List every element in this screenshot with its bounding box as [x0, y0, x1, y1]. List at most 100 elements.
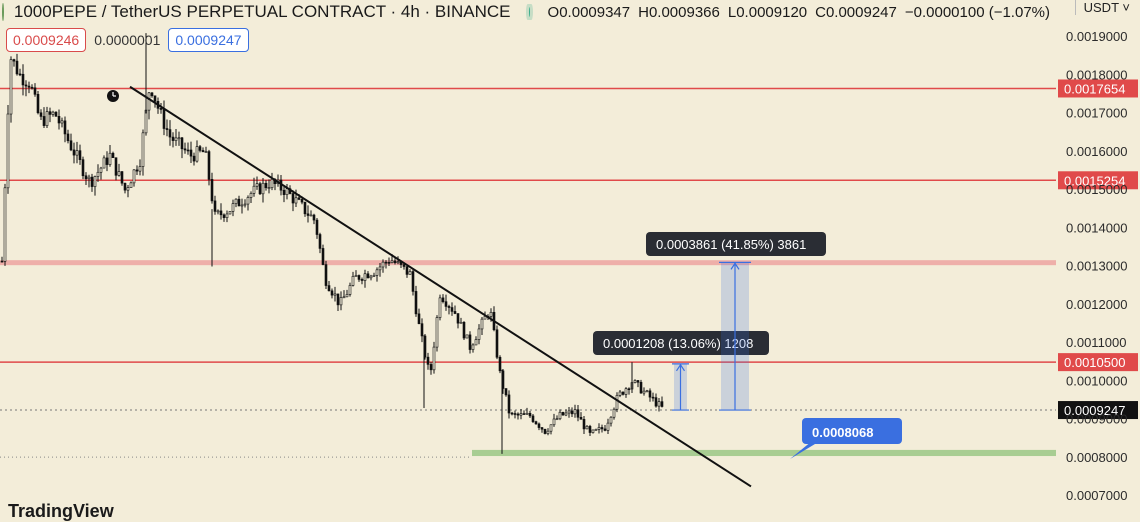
- candle-body: [219, 210, 223, 216]
- candle-body: [660, 401, 664, 407]
- candle-body: [264, 182, 268, 189]
- candle-body: [519, 413, 523, 416]
- candle-body: [420, 323, 424, 337]
- candle-body: [513, 413, 517, 415]
- candle-body: [411, 271, 415, 292]
- measure-tooltip-label: 0.0003861 (41.85%) 3861: [656, 237, 806, 252]
- candle-body: [642, 390, 646, 394]
- candle-body: [141, 132, 145, 167]
- measure-tooltip-label: 0.0001208 (13.06%) 1208: [603, 336, 753, 351]
- candle-body: [609, 416, 613, 424]
- candle-body: [66, 133, 70, 142]
- candle-body: [576, 409, 580, 418]
- candle-body: [282, 189, 286, 195]
- candle-body: [393, 260, 397, 264]
- candle-body: [417, 313, 421, 324]
- candle-body: [87, 176, 91, 180]
- candle-body: [375, 269, 379, 276]
- ohlc-readout: O0.0009347 H0.0009366 L0.0009120 C0.0009…: [548, 4, 1050, 21]
- resistance-lines: 0.0017654 0.0015254 0.0010500 0.0009247: [0, 79, 1138, 458]
- candle-body: [342, 296, 346, 299]
- buy-price-button[interactable]: 0.0009247: [168, 28, 249, 52]
- candle-body: [315, 219, 319, 235]
- candle-body: [657, 401, 661, 407]
- candle-body: [588, 426, 592, 433]
- candle-body: [546, 430, 550, 434]
- candle-body: [258, 183, 262, 195]
- y-tick-label: 0.0007000: [1066, 488, 1127, 503]
- candle-body: [522, 413, 526, 415]
- candle-body: [234, 198, 238, 204]
- candle-body: [582, 419, 586, 430]
- candle-body: [240, 204, 244, 207]
- candle-body: [267, 187, 271, 189]
- candle-body: [18, 73, 22, 76]
- tradingview-logo: TradingView: [8, 501, 114, 522]
- y-tick-label: 0.0015000: [1066, 182, 1127, 197]
- candle-body: [252, 185, 256, 194]
- candle-body: [465, 334, 469, 339]
- candle-body: [624, 388, 628, 395]
- measure-tooltip: [593, 331, 769, 355]
- resistance-price-tag: [1058, 353, 1138, 372]
- candle-body: [231, 203, 235, 212]
- candle-body: [6, 113, 10, 189]
- candle-body: [612, 408, 616, 418]
- candle-body: [261, 182, 265, 195]
- candle-body: [507, 394, 511, 414]
- candle-body: [285, 188, 289, 195]
- candle-body: [255, 183, 259, 187]
- y-tick-label: 0.0008000: [1066, 450, 1127, 465]
- candle-body: [150, 92, 154, 97]
- descending-trendline: [129, 85, 752, 488]
- candle-body: [636, 380, 640, 383]
- symbol-title[interactable]: 1000PEPE / TetherUS PERPETUAL CONTRACT ·…: [13, 2, 511, 21]
- candle-body: [48, 111, 52, 115]
- candle-body: [381, 261, 385, 268]
- support-callout: 0.0008068: [790, 418, 902, 459]
- y-tick-label: 0.0018000: [1066, 67, 1127, 82]
- candle-body: [180, 137, 184, 150]
- candle-body: [102, 157, 106, 169]
- candle-body: [120, 171, 124, 184]
- candle-body: [606, 422, 610, 431]
- callout-label: 0.0008068: [812, 425, 873, 440]
- callout-box: [802, 418, 902, 444]
- candle-body: [603, 428, 607, 431]
- candle-body: [198, 146, 202, 151]
- ohlc-low: L0.0009120: [727, 3, 808, 21]
- candle-body: [396, 261, 400, 264]
- candle-body: [216, 210, 220, 213]
- candle-body: [438, 297, 442, 318]
- candle-body: [36, 94, 40, 114]
- resistance-zone: [0, 260, 1056, 266]
- candle-body: [60, 120, 64, 124]
- candle-body: [336, 293, 340, 306]
- candle-body: [579, 417, 583, 420]
- candle-body: [621, 391, 625, 395]
- candle-body: [96, 171, 100, 177]
- candle-body: [321, 248, 325, 265]
- candle-body: [537, 423, 541, 428]
- candle-body: [435, 317, 439, 348]
- candle-body: [78, 150, 82, 160]
- currency-selector[interactable]: USDT ˅: [1074, 0, 1130, 15]
- candle-body: [123, 182, 127, 191]
- candle-body: [351, 276, 355, 286]
- candle-body: [15, 60, 19, 75]
- candle-body: [144, 109, 148, 134]
- y-tick-label: 0.0009000: [1066, 412, 1127, 427]
- candle-body: [204, 151, 208, 153]
- symbol-icon[interactable]: [2, 3, 4, 21]
- resistance-price-label: 0.0015254: [1064, 173, 1125, 188]
- candle-body: [447, 306, 451, 308]
- sell-price-button[interactable]: 0.0009246: [6, 28, 87, 52]
- candle-body: [450, 307, 454, 312]
- candle-body: [408, 271, 412, 275]
- y-tick-label: 0.0012000: [1066, 297, 1127, 312]
- candle-body: [633, 380, 637, 383]
- candle-body: [105, 157, 109, 165]
- candle-body: [429, 364, 433, 371]
- candle-body: [480, 318, 484, 330]
